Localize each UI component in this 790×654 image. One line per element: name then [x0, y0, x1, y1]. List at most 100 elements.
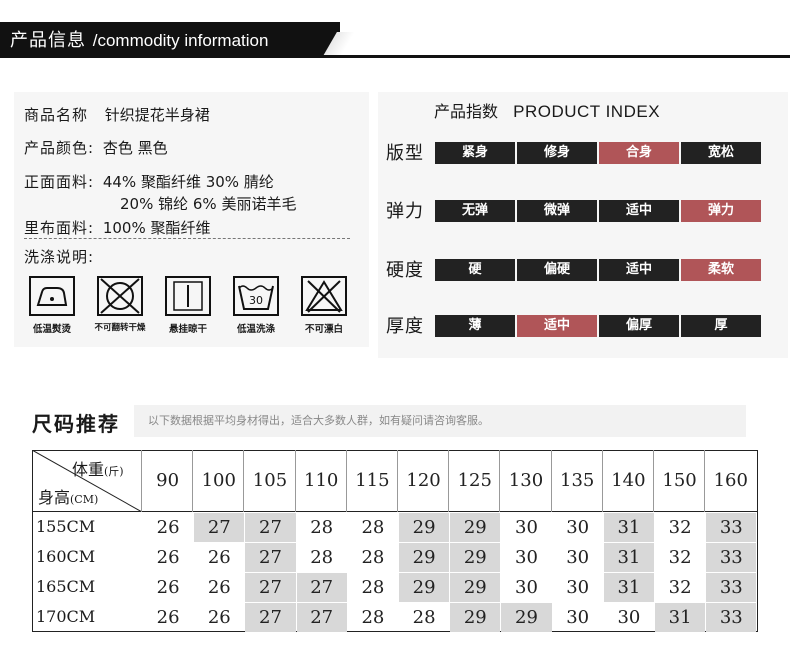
index-row: 硬度硬偏硬 适中 柔软	[378, 259, 788, 283]
product-name-row: 商品名称 针织提花半身裙	[24, 104, 210, 125]
weight-header-cell: 120	[406, 470, 441, 491]
wash-item-no-bleach: 不可漂白	[294, 276, 354, 335]
index-option-selected: 适中	[517, 315, 597, 337]
corner-diagonal	[31, 449, 143, 513]
index-option: 紧身	[435, 142, 515, 164]
size-cell: 32	[668, 547, 692, 568]
size-cell: 29	[399, 513, 450, 542]
size-cell: 30	[566, 547, 590, 568]
height-row-label: 165CM	[36, 577, 96, 596]
index-option: 薄	[435, 315, 515, 337]
weight-header-cell: 150	[662, 470, 697, 491]
size-cell: 27	[245, 603, 296, 632]
index-option: 无弹	[435, 200, 515, 222]
weight-header-cell: 160	[713, 470, 748, 491]
size-cell: 28	[310, 517, 334, 538]
size-table: 体重(斤) 身高(CM) 90 100 105 110 115 120 125 130 135 1…	[31, 449, 758, 632]
size-cell: 26	[156, 607, 180, 628]
column-divider	[704, 450, 706, 512]
size-cell: 33	[706, 543, 757, 572]
size-cell: 29	[450, 513, 501, 542]
size-cell: 28	[361, 547, 385, 568]
size-cell: 30	[515, 577, 538, 598]
index-option: 适中	[599, 200, 679, 222]
header-underline	[0, 55, 790, 58]
size-cell: 28	[361, 517, 385, 538]
wash-temp: 30	[249, 294, 263, 307]
wash-instructions-label: 洗涤说明:	[24, 248, 95, 266]
wash-label: 低温洗涤	[236, 324, 275, 335]
front-fabric-value-2: 20% 锦纶 6% 美丽诺羊毛	[120, 195, 297, 213]
size-cell: 28	[361, 607, 385, 628]
weight-header-cell: 130	[508, 470, 544, 491]
size-cell: 33	[706, 513, 757, 542]
size-cell: 30	[515, 517, 538, 538]
size-cell: 29	[501, 603, 552, 632]
size-cell: 27	[194, 513, 245, 542]
column-divider	[192, 450, 194, 512]
wash-label: 不可翻转干燥	[94, 323, 146, 333]
size-cell: 32	[668, 577, 692, 598]
no-tumble-dry-icon	[97, 276, 143, 316]
index-option: 宽松	[681, 142, 761, 164]
height-row-label: 160CM	[36, 547, 96, 566]
weight-header-cell: 125	[457, 470, 492, 491]
index-row: 版型 紧身 修身 合身 宽松	[378, 142, 788, 166]
size-cell: 30	[617, 607, 641, 628]
wash-instructions-row: 洗涤说明:	[24, 246, 94, 267]
lining-fabric-row: 里布面料: 100% 聚酯纤维	[24, 217, 211, 238]
size-cell: 30	[566, 577, 590, 598]
wash-label: 低温熨烫	[32, 324, 71, 335]
index-option-selected: 弹力	[681, 200, 761, 222]
weight-header-cell: 115	[355, 470, 390, 491]
size-cell: 26	[156, 517, 180, 538]
weight-header-cell: 140	[611, 470, 646, 491]
size-cell: 31	[603, 513, 654, 542]
index-option-selected: 柔软	[681, 259, 761, 281]
no-bleach-icon	[301, 276, 347, 316]
product-color-label: 产品颜色:	[24, 139, 95, 157]
height-unit: (CM)	[70, 493, 99, 506]
header-divider	[32, 511, 757, 512]
size-cell: 29	[450, 543, 501, 572]
index-option: 厚	[681, 315, 761, 337]
size-cell: 31	[655, 603, 706, 632]
size-cell: 30	[566, 607, 590, 628]
size-note: 以下数据根据平均身材得出，适合大多数人群，如有疑问请咨询客服。	[134, 405, 746, 437]
size-cell: 26	[207, 577, 231, 598]
index-option: 微弹	[517, 200, 597, 222]
wash-item-hang-dry: 悬挂晾干	[158, 276, 218, 335]
size-cell: 28	[310, 547, 334, 568]
size-cell: 26	[156, 547, 180, 568]
column-divider	[653, 450, 654, 512]
size-cell: 29	[399, 573, 450, 602]
weight-header-cell: 135	[560, 470, 595, 491]
size-title: 尺码推荐	[32, 412, 120, 436]
size-cell: 27	[296, 573, 347, 602]
size-cell: 26	[156, 577, 180, 598]
index-row-label: 弹力	[386, 201, 424, 222]
index-row: 厚度薄适中 偏厚厚	[378, 315, 788, 339]
product-color-value: 杏色 黑色	[102, 139, 168, 157]
header-banner	[0, 22, 340, 56]
index-option-selected: 合身	[599, 142, 679, 164]
product-info-panel: 商品名称 针织提花半身裙 产品颜色: 杏色 黑色 正面面料: 44% 聚酯纤维 …	[14, 92, 369, 347]
product-index-panel: 产品指数 PRODUCT INDEX 版型 紧身 修身 合身 宽松 弹力 无弹 微弹 适中 弹力硬…	[378, 92, 788, 358]
index-row: 弹力 无弹 微弹 适中 弹力	[378, 200, 788, 224]
index-option: 偏硬	[517, 259, 597, 281]
weight-header: 体重(斤)	[72, 456, 124, 480]
size-cell: 30	[515, 547, 538, 568]
front-fabric-row: 正面面料: 44% 聚酯纤维 30% 腈纶	[24, 171, 274, 192]
column-divider	[448, 450, 450, 512]
product-color-row: 产品颜色: 杏色 黑色	[24, 137, 168, 158]
index-row-label: 版型	[386, 143, 424, 164]
low-temp-wash-icon: 30	[233, 276, 279, 316]
index-title-cn: 产品指数	[434, 102, 499, 121]
index-option: 适中	[599, 259, 679, 281]
low-temp-iron-icon	[29, 276, 75, 316]
size-cell: 28	[412, 607, 436, 628]
weight-label: 体重	[72, 460, 105, 479]
size-cell: 31	[603, 573, 654, 602]
size-cell: 31	[603, 543, 654, 572]
product-name-label: 商品名称	[24, 106, 89, 124]
